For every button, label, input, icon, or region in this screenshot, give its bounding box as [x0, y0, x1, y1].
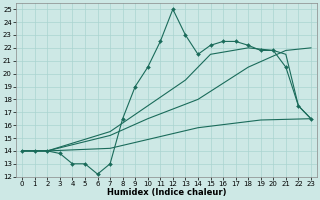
X-axis label: Humidex (Indice chaleur): Humidex (Indice chaleur) [107, 188, 226, 197]
